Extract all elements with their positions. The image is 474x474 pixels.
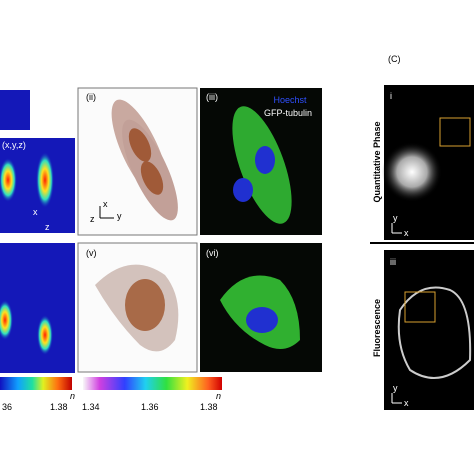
axis-arrow: [99, 206, 114, 219]
colorbar-unit: n: [70, 391, 75, 401]
colorbar-label: 1.34: [82, 402, 100, 412]
panel-label: (vi): [206, 248, 219, 258]
nucleus: [255, 146, 275, 174]
panel-label: (iii): [206, 92, 218, 102]
axis-label: z: [45, 222, 50, 232]
axis-arrow: [391, 223, 402, 234]
cell: [36, 152, 54, 208]
cell: [37, 315, 53, 355]
cell: [382, 142, 442, 202]
colorbar-label: 36: [2, 402, 12, 412]
colorbar-unit: n: [216, 391, 221, 401]
cell-outline: [397, 286, 472, 379]
colorbar-label: 1.38: [50, 402, 68, 412]
panel-label: iii: [390, 257, 396, 267]
image: [384, 250, 474, 410]
axis-label: y: [117, 211, 122, 221]
axis-arrow: [391, 393, 402, 404]
panel-label: (v): [86, 248, 97, 258]
legend-entry: GFP-tubulin: [264, 108, 312, 118]
row-title: Fluorescence: [372, 299, 382, 357]
axis-label: x: [404, 228, 409, 238]
axis-label: x: [33, 207, 38, 217]
axis-label: z: [90, 214, 95, 224]
legend-entry: Hoechst: [273, 95, 307, 105]
cell: [0, 300, 13, 340]
colorbar: [0, 377, 72, 390]
axis-label: x: [404, 398, 409, 408]
panel-label: (C): [388, 54, 401, 64]
fluorescence-panels: (iii) Hoechst GFP-tubulin (vi): [200, 88, 322, 372]
colorbar-label: 1.36: [141, 402, 159, 412]
phase-panels: (ii) x y z (v) 1.34 1.36 1.38 n: [77, 87, 222, 412]
cell: [0, 158, 17, 202]
label: (x,y,z): [2, 140, 26, 150]
roi-box: [439, 117, 471, 147]
nucleus: [233, 178, 253, 202]
row-title: Quantitative Phase: [372, 121, 382, 202]
colorbar: [83, 377, 222, 390]
axis-label: x: [103, 199, 108, 209]
image: [0, 243, 75, 373]
nucleus: [128, 128, 152, 162]
roi-box: [404, 291, 436, 323]
panel-label: i: [390, 91, 392, 101]
colorbar-label: 1.38: [200, 402, 218, 412]
panel-label: (ii): [86, 92, 96, 102]
axis-label: y: [393, 213, 398, 223]
nucleus: [125, 279, 165, 331]
panel-c: (C) i y x Quantitative Phase iii y x Flu…: [370, 54, 474, 410]
image: [0, 90, 30, 130]
axis-label: y: [393, 383, 398, 393]
nucleus: [246, 307, 278, 333]
left-panel: (x,y,z) x z 36 1.38 n: [0, 90, 75, 412]
nucleus: [140, 161, 164, 195]
